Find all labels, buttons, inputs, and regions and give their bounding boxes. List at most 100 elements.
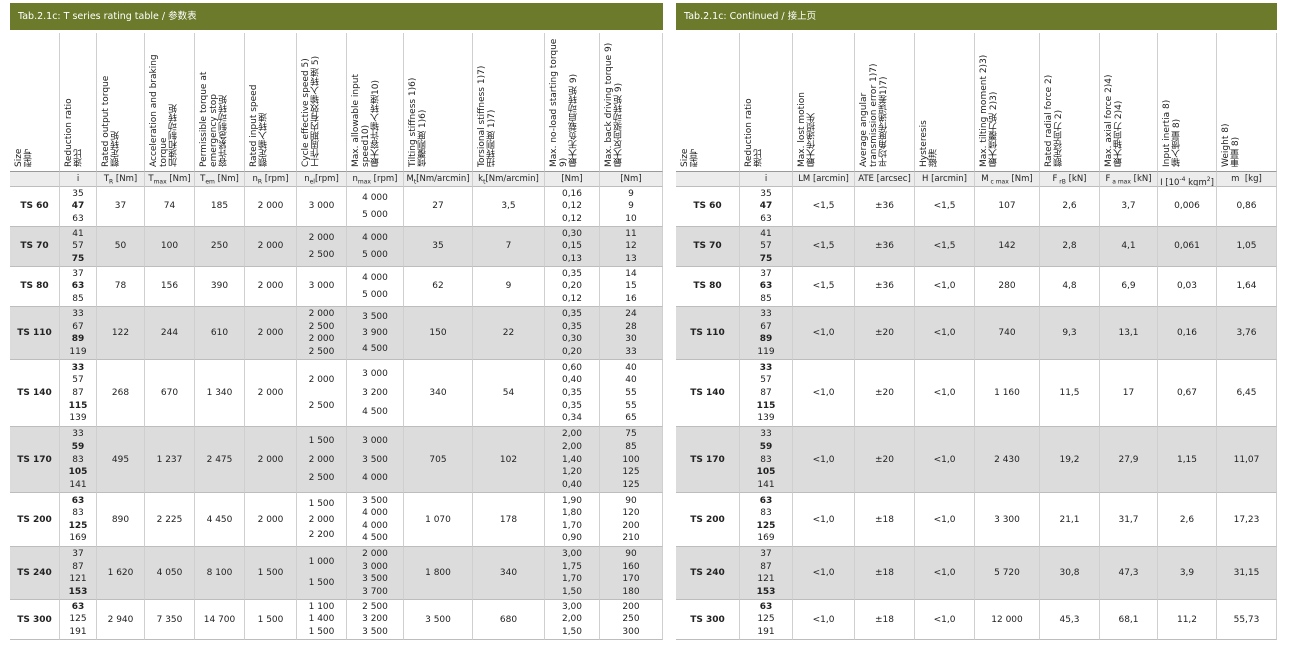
header-en: Rated output torque [101, 75, 111, 167]
data-cell: 1 500 2 000 2 200 [297, 493, 347, 547]
unit-text: [Nm] [113, 174, 138, 184]
data-cell: <1,5 [793, 266, 855, 307]
header-zh: 额定径向力 2) [1054, 109, 1064, 167]
header-zh: 额定转矩 [111, 131, 121, 167]
value: 3 700 [362, 586, 388, 597]
data-cell: TS 300 [10, 600, 60, 640]
size-label: TS 170 [690, 454, 725, 465]
value: 2 475 [206, 454, 233, 465]
header-text: Weight 8) 重量 8) [1221, 35, 1241, 167]
value: 0,34 [561, 413, 583, 424]
data-cell: TS 60 [10, 187, 60, 227]
value: 0,12 [561, 293, 583, 304]
ratio: 87 [760, 561, 772, 572]
data-cell: 11 12 13 [600, 226, 663, 267]
value: 4 450 [206, 514, 233, 525]
value: 2 000 [308, 514, 335, 525]
value: 2 430 [994, 454, 1020, 465]
value: 3 300 [994, 514, 1020, 525]
data-cell: 2 000 [245, 493, 297, 547]
unit-cell: [Nm] [600, 172, 663, 187]
unit-text: 2 [1206, 176, 1211, 183]
value: 0,35 [561, 269, 583, 280]
value: <1,5 [812, 201, 835, 212]
unit-text: k [478, 174, 484, 184]
data-cell: <1,5 [915, 226, 975, 267]
header-text: Input inertia 8) 输入惯量 8) [1162, 35, 1182, 167]
data-cell: 2 000 [245, 187, 297, 227]
data-cell: 2 225 [145, 493, 195, 547]
data-cell: 610 [195, 306, 245, 361]
data-cell: 2 000 [245, 306, 297, 361]
header-cell: Acceleration and braking torque 加速和制动转矩 [145, 33, 195, 172]
data-cell: 11,2 [1158, 600, 1217, 640]
data-cell: 30,8 [1040, 546, 1100, 601]
ratio: 89 [71, 334, 85, 345]
data-cell: 1,64 [1217, 266, 1277, 307]
data-cell: 22 [473, 306, 545, 361]
unit-text: [kN] [1130, 174, 1152, 184]
value: 9 [505, 281, 512, 292]
header-en: Size [680, 148, 690, 167]
data-cell: <1,0 [915, 266, 975, 307]
unit-cell: i [60, 172, 97, 187]
value: 50 [114, 241, 127, 252]
unit-text: M [406, 174, 414, 184]
unit-text: n [252, 174, 258, 184]
ratio: 105 [756, 467, 776, 478]
unit-text: F [1052, 174, 1058, 184]
header-en: Max. back driving torque 9) [604, 42, 614, 167]
header-text: Cycle effective speed 5) 工作周期内有效输入转速 5) [301, 35, 321, 167]
header-cell: Input inertia 8) 输入惯量 8) [1158, 33, 1217, 172]
value: ±18 [875, 614, 894, 625]
header-en: Average angular transmission error 1)7) [859, 63, 879, 167]
value: 3,9 [1179, 567, 1195, 578]
data-cell: 3 500 3 900 4 500 [347, 306, 404, 361]
data-cell: <1,0 [793, 360, 855, 427]
value: 68,1 [1118, 614, 1139, 625]
value: 13,1 [1118, 328, 1139, 339]
unit-text: T [103, 174, 110, 184]
data-cell: 1,05 [1217, 226, 1277, 267]
data-cell: 0,16 [1158, 306, 1217, 361]
header-cell: Reduction ratio 速比 [60, 33, 97, 172]
ratio: 87 [72, 561, 84, 572]
data-cell: 3 000 [297, 187, 347, 227]
data-cell: 0,03 [1158, 266, 1217, 307]
data-cell: 0,16 0,12 0,12 [545, 187, 600, 227]
value: 3,00 [561, 549, 583, 560]
value: 4 000 [362, 233, 388, 244]
ratio: 119 [69, 346, 87, 357]
header-cell: Max. no-load starting torque 9) 最大无负载启动转矩… [545, 33, 600, 172]
ratio: 47 [759, 201, 773, 212]
data-cell: 6,45 [1217, 360, 1277, 427]
value: <1,0 [933, 328, 956, 339]
data-cell: <1,5 [915, 187, 975, 227]
data-cell: <1,0 [915, 360, 975, 427]
header-en: Max. tilting moment 2)3) [979, 54, 989, 167]
value: 3 000 [362, 561, 388, 572]
size-label: TS 70 [20, 241, 49, 252]
size-label: TS 60 [20, 201, 49, 212]
unit-cell: kt[Nm/arcmin] [473, 172, 545, 187]
value: 1 500 [257, 614, 284, 625]
unit-cell: LM [arcmin] [793, 172, 855, 187]
value: 7 [505, 241, 512, 252]
value: ±18 [875, 567, 894, 578]
data-cell: 1 100 1 400 1 500 [297, 600, 347, 640]
value: 14 [625, 269, 637, 280]
value: 31,15 [1233, 567, 1260, 578]
value: ±18 [875, 514, 894, 525]
size-label: TS 110 [690, 328, 725, 339]
data-cell: <1,0 [915, 600, 975, 640]
unit-text: [rpm] [370, 174, 398, 184]
value: 40 [625, 375, 637, 386]
value: 2 500 [308, 400, 335, 411]
value: 1 800 [425, 567, 451, 578]
ratio: 153 [756, 586, 776, 597]
data-cell: TS 70 [676, 226, 740, 267]
unit-text: ] [1210, 177, 1214, 187]
value: 35 [432, 241, 444, 252]
value: 0,30 [561, 334, 583, 345]
value: 280 [998, 281, 1016, 292]
